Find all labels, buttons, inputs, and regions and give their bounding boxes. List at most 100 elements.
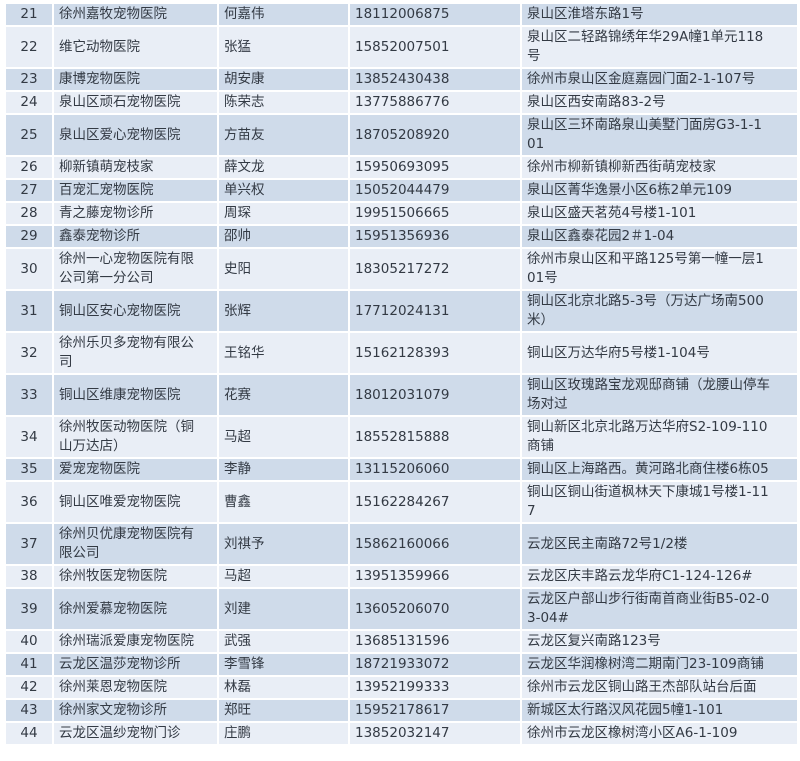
contact-person-cell: 何嘉伟 <box>217 2 350 27</box>
table-row: 21 徐州嘉牧宠物医院 何嘉伟 18112006875 泉山区淮塔东路1号 <box>4 2 799 27</box>
row-number-cell: 27 <box>4 178 54 203</box>
address-cell: 徐州市云龙区橡树湾小区A6-1-109 <box>520 721 799 746</box>
row-number-cell: 40 <box>4 629 54 654</box>
clinic-name-cell: 铜山区安心宠物医院 <box>52 289 219 333</box>
phone-number-cell: 18305217272 <box>348 247 522 291</box>
phone-number-cell: 13951359966 <box>348 564 522 589</box>
contact-person-cell: 方苗友 <box>217 113 350 157</box>
address-cell: 铜山区上海路西。黄河路北商住楼6栋05 <box>520 457 799 482</box>
table-row: 27 百宠汇宠物医院 单兴权 15052044479 泉山区菁华逸景小区6栋2单元109 <box>4 178 799 203</box>
clinic-name-cell: 徐州牧医宠物医院 <box>52 564 219 589</box>
phone-number-cell: 18721933072 <box>348 652 522 677</box>
clinic-name-cell: 徐州牧医动物医院（铜 山万达店） <box>52 415 219 459</box>
phone-number-cell: 19951506665 <box>348 201 522 226</box>
row-number-cell: 26 <box>4 155 54 180</box>
clinic-name-cell: 徐州莱恩宠物医院 <box>52 675 219 700</box>
clinic-name-cell: 鑫泰宠物诊所 <box>52 224 219 249</box>
table-row: 38 徐州牧医宠物医院 马超 13951359966 云龙区庆丰路云龙华府C1-124-… <box>4 564 799 589</box>
phone-number-cell: 13605206070 <box>348 587 522 631</box>
address-cell: 徐州市泉山区和平路125号第一幢一层1 01号 <box>520 247 799 291</box>
row-number-cell: 29 <box>4 224 54 249</box>
row-number-cell: 28 <box>4 201 54 226</box>
table-row: 25 泉山区爱心宠物医院 方苗友 18705208920 泉山区三环南路泉山美墅门面房G… <box>4 113 799 157</box>
phone-number-cell: 15162128393 <box>348 331 522 375</box>
row-number-cell: 21 <box>4 2 54 27</box>
table-row: 28 青之藤宠物诊所 周琛 19951506665 泉山区盛天茗苑4号楼1-101 <box>4 201 799 226</box>
table-row: 36 铜山区唯爱宠物医院 曹鑫 15162284267 铜山区铜山街道枫林天下康城1号楼… <box>4 480 799 524</box>
contact-person-cell: 林磊 <box>217 675 350 700</box>
address-cell: 云龙区户部山步行街南首商业街B5-02-0 3-04# <box>520 587 799 631</box>
table-row: 24 泉山区顽石宠物医院 陈荣志 13775886776 泉山区西安南路83-2号 <box>4 90 799 115</box>
contact-person-cell: 花赛 <box>217 373 350 417</box>
contact-person-cell: 史阳 <box>217 247 350 291</box>
phone-number-cell: 15952178617 <box>348 698 522 723</box>
contact-person-cell: 曹鑫 <box>217 480 350 524</box>
table-row: 22 维它动物医院 张猛 15852007501 泉山区二轻路锦绣年华29A幢1单元11… <box>4 25 799 69</box>
address-cell: 泉山区盛天茗苑4号楼1-101 <box>520 201 799 226</box>
clinic-name-cell: 徐州乐贝多宠物有限公 司 <box>52 331 219 375</box>
contact-person-cell: 武强 <box>217 629 350 654</box>
address-cell: 铜山新区北京北路万达华府S2-109-110 商铺 <box>520 415 799 459</box>
address-cell: 泉山区淮塔东路1号 <box>520 2 799 27</box>
address-cell: 徐州市泉山区金庭嘉园门面2-1-107号 <box>520 67 799 92</box>
row-number-cell: 23 <box>4 67 54 92</box>
table-row: 30 徐州一心宠物医院有限 公司第一分公司 史阳 18305217272 徐州市泉山区和… <box>4 247 799 291</box>
clinic-name-cell: 铜山区唯爱宠物医院 <box>52 480 219 524</box>
address-cell: 徐州市云龙区铜山路王杰部队站台后面 <box>520 675 799 700</box>
clinic-name-cell: 泉山区顽石宠物医院 <box>52 90 219 115</box>
phone-number-cell: 15951356936 <box>348 224 522 249</box>
contact-person-cell: 李静 <box>217 457 350 482</box>
address-cell: 泉山区三环南路泉山美墅门面房G3-1-1 01 <box>520 113 799 157</box>
table-row: 44 云龙区温纱宠物门诊 庄鹏 13852032147 徐州市云龙区橡树湾小区A6-1-… <box>4 721 799 746</box>
contact-person-cell: 薛文龙 <box>217 155 350 180</box>
phone-number-cell: 13952199333 <box>348 675 522 700</box>
clinic-name-cell: 徐州爱慕宠物医院 <box>52 587 219 631</box>
table-row: 42 徐州莱恩宠物医院 林磊 13952199333 徐州市云龙区铜山路王杰部队站台后面 <box>4 675 799 700</box>
clinic-name-cell: 铜山区维康宠物医院 <box>52 373 219 417</box>
address-cell: 云龙区华润橡树湾二期南门23-109商铺 <box>520 652 799 677</box>
row-number-cell: 24 <box>4 90 54 115</box>
phone-number-cell: 17712024131 <box>348 289 522 333</box>
clinic-name-cell: 徐州嘉牧宠物医院 <box>52 2 219 27</box>
row-number-cell: 33 <box>4 373 54 417</box>
clinic-name-cell: 爱宠宠物医院 <box>52 457 219 482</box>
table-body: 21 徐州嘉牧宠物医院 何嘉伟 18112006875 泉山区淮塔东路1号 22 维它动物医… <box>4 2 799 746</box>
table-row: 34 徐州牧医动物医院（铜 山万达店） 马超 18552815888 铜山新区北京北路万… <box>4 415 799 459</box>
address-cell: 铜山区玫瑰路宝龙观邸商铺（龙腰山停车 场对过 <box>520 373 799 417</box>
table-row: 40 徐州瑞派爱康宠物医院 武强 13685131596 云龙区复兴南路123号 <box>4 629 799 654</box>
clinic-name-cell: 泉山区爱心宠物医院 <box>52 113 219 157</box>
phone-number-cell: 15162284267 <box>348 480 522 524</box>
contact-person-cell: 张猛 <box>217 25 350 69</box>
contact-person-cell: 胡安康 <box>217 67 350 92</box>
clinic-name-cell: 维它动物医院 <box>52 25 219 69</box>
table-row: 39 徐州爱慕宠物医院 刘建 13605206070 云龙区户部山步行街南首商业街B5-… <box>4 587 799 631</box>
clinic-name-cell: 康博宠物医院 <box>52 67 219 92</box>
contact-person-cell: 张辉 <box>217 289 350 333</box>
phone-number-cell: 15852007501 <box>348 25 522 69</box>
row-number-cell: 43 <box>4 698 54 723</box>
clinic-name-cell: 云龙区温莎宠物诊所 <box>52 652 219 677</box>
phone-number-cell: 13852430438 <box>348 67 522 92</box>
phone-number-cell: 18705208920 <box>348 113 522 157</box>
address-cell: 铜山区铜山街道枫林天下康城1号楼1-11 7 <box>520 480 799 524</box>
contact-person-cell: 马超 <box>217 415 350 459</box>
contact-person-cell: 庄鹏 <box>217 721 350 746</box>
row-number-cell: 34 <box>4 415 54 459</box>
contact-person-cell: 周琛 <box>217 201 350 226</box>
table-row: 26 柳新镇萌宠枝家 薛文龙 15950693095 徐州市柳新镇柳新西街萌宠枝家 <box>4 155 799 180</box>
phone-number-cell: 13852032147 <box>348 721 522 746</box>
table-row: 37 徐州贝优康宠物医院有 限公司 刘祺予 15862160066 云龙区民主南路72号… <box>4 522 799 566</box>
phone-number-cell: 15862160066 <box>348 522 522 566</box>
clinic-name-cell: 徐州家文宠物诊所 <box>52 698 219 723</box>
address-cell: 泉山区菁华逸景小区6栋2单元109 <box>520 178 799 203</box>
address-cell: 云龙区复兴南路123号 <box>520 629 799 654</box>
row-number-cell: 22 <box>4 25 54 69</box>
clinic-name-cell: 青之藤宠物诊所 <box>52 201 219 226</box>
phone-number-cell: 15950693095 <box>348 155 522 180</box>
address-cell: 云龙区庆丰路云龙华府C1-124-126# <box>520 564 799 589</box>
address-cell: 云龙区民主南路72号1/2楼 <box>520 522 799 566</box>
row-number-cell: 42 <box>4 675 54 700</box>
contact-person-cell: 马超 <box>217 564 350 589</box>
phone-number-cell: 15052044479 <box>348 178 522 203</box>
address-cell: 泉山区西安南路83-2号 <box>520 90 799 115</box>
